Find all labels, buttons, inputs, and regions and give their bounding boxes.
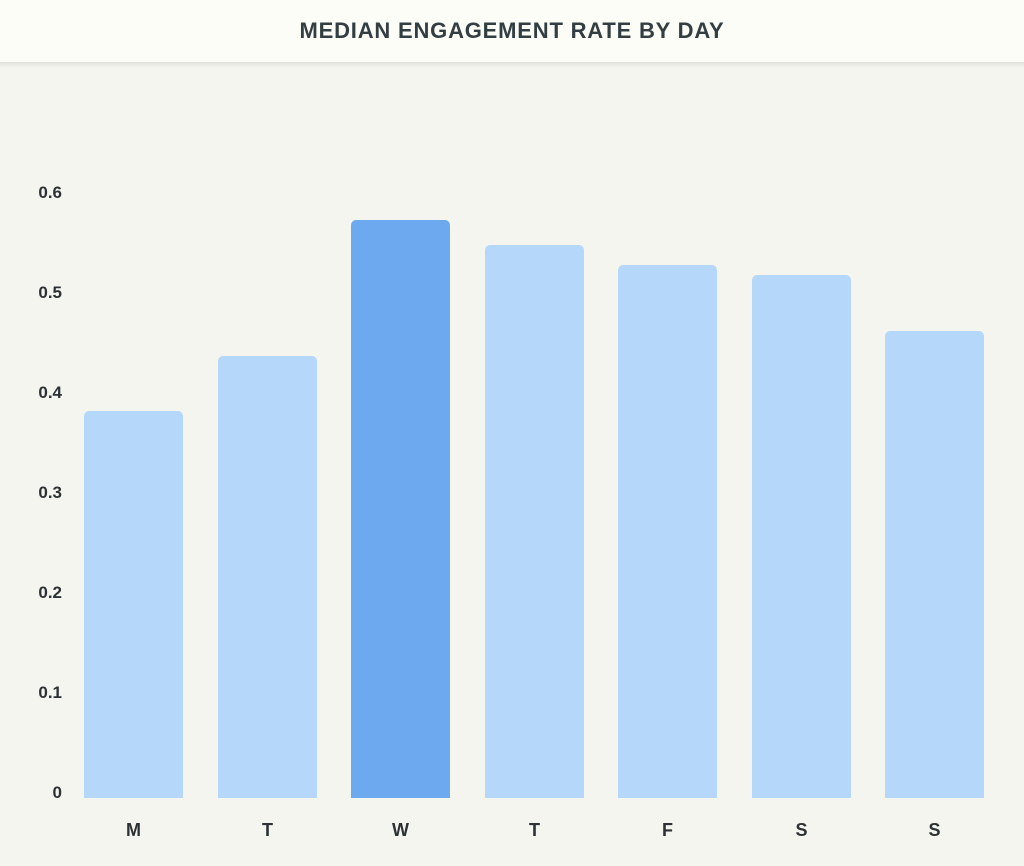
chart-bar-6[interactable] (752, 275, 851, 798)
chart-bar-2[interactable] (218, 356, 317, 798)
y-axis-tick-label: 0 (52, 783, 62, 802)
x-axis-label: M (126, 820, 141, 840)
chart-bar-7[interactable] (885, 331, 984, 798)
x-axis-label: S (928, 820, 941, 840)
x-axis-label: F (662, 820, 673, 840)
y-axis-tick-label: 0.4 (38, 383, 62, 402)
chart-bar-5[interactable] (618, 265, 717, 798)
chart-bar-4[interactable] (485, 245, 584, 798)
x-axis-label: T (262, 820, 273, 840)
y-axis-tick-label: 0.6 (38, 183, 62, 202)
x-axis-label: W (392, 820, 409, 840)
chart-title: MEDIAN ENGAGEMENT RATE BY DAY (299, 18, 725, 43)
x-axis-label: S (795, 820, 808, 840)
y-axis-tick-label: 0.5 (38, 283, 62, 302)
x-axis-label: T (529, 820, 540, 840)
chart-header: MEDIAN ENGAGEMENT RATE BY DAY (0, 0, 1024, 62)
header-divider (0, 62, 1024, 68)
y-axis-tick-label: 0.1 (38, 683, 62, 702)
y-axis-tick-label: 0.2 (38, 583, 62, 602)
chart-bar-1[interactable] (84, 411, 183, 798)
chart-bar-3[interactable] (351, 220, 450, 798)
y-axis-tick-label: 0.3 (38, 483, 62, 502)
